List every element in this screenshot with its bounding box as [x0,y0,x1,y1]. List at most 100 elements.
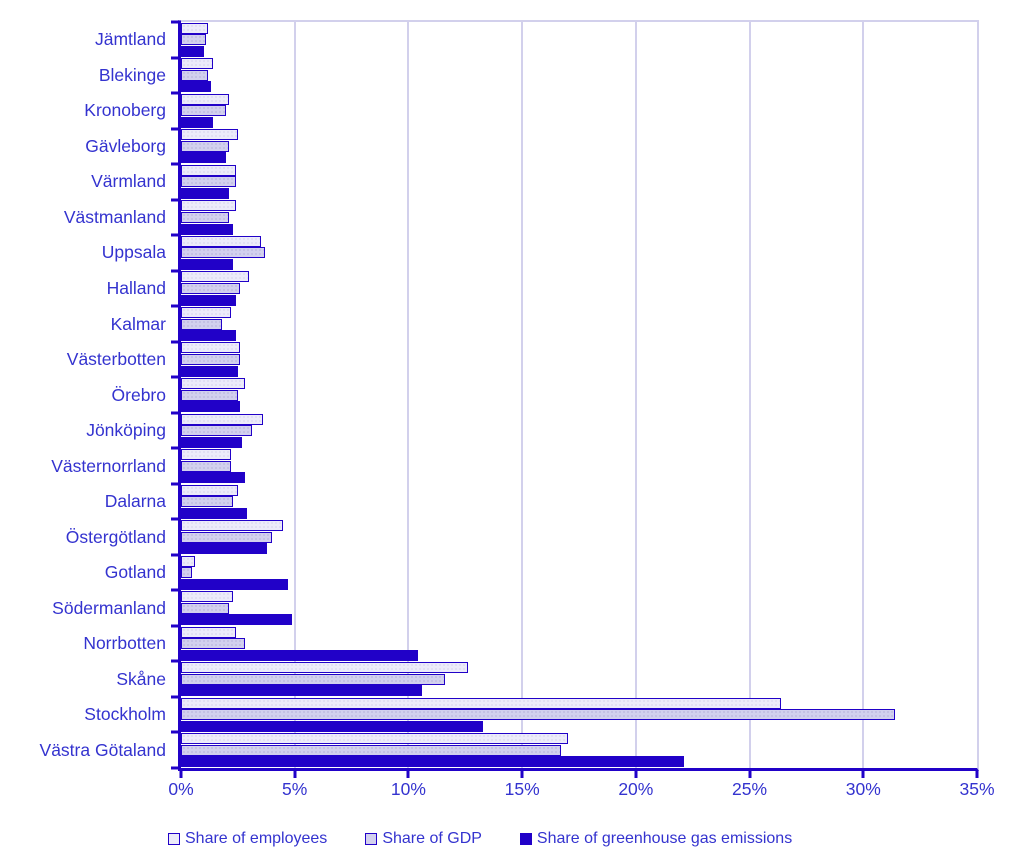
bar-emissions [181,294,236,306]
bar-gdp [181,709,896,721]
chart-row [181,129,977,165]
chart-row [181,235,977,271]
x-axis-tick [520,771,524,778]
y-axis-label: Östergötland [65,526,166,547]
y-axis-tick [171,91,181,95]
bar-employees [181,271,250,283]
bar-gdp [181,247,266,259]
y-axis-tick [171,304,181,308]
chart-row [181,306,977,342]
bar-employees [181,93,229,105]
bar-employees [181,235,261,247]
bar-employees [181,22,209,34]
x-axis-tick-label: 25% [732,779,768,799]
bar-emissions [181,436,243,448]
y-axis-label: Värmland [91,171,166,192]
y-axis-tick [171,446,181,450]
gridline [862,22,865,768]
bar-gdp [181,318,222,330]
plot-area [171,20,979,778]
y-axis-tick [171,340,181,344]
x-axis-tick [861,771,865,778]
bar-gdp [181,460,232,472]
bar-emissions [181,187,229,199]
chart-row [181,271,977,307]
y-axis-label: Jönköping [86,420,166,441]
y-axis-label: Västra Götaland [39,739,166,760]
chart-row [181,519,977,555]
bar-emissions [181,543,268,555]
bar-emissions [181,578,288,590]
y-axis-labels: Jämtland Blekinge Kronoberg Gävleborg Värmla… [0,22,166,768]
bar-emissions [181,116,213,128]
y-axis-tick [171,375,181,379]
bar-employees [181,733,568,745]
y-axis-label: Norrbotten [83,633,166,654]
x-axis-tick [179,771,183,778]
x-axis-tick [634,771,638,778]
chart-row [181,555,977,591]
y-axis-label: Västernorrland [51,455,166,476]
bar-employees [181,377,245,389]
y-axis-label: Skåne [116,668,166,689]
y-axis-label: Västerbotten [66,349,166,370]
y-axis-label: Uppsala [101,242,166,263]
y-axis-tick [171,588,181,592]
bar-gdp [181,34,207,46]
y-axis-tick [171,624,181,628]
chart-row [181,22,977,58]
x-axis-tick-label: 10% [390,779,426,799]
bar-emissions [181,614,293,626]
x-axis-tick-label: 30% [845,779,881,799]
bar-emissions [181,507,247,519]
y-axis-tick [171,553,181,557]
bar-emissions [181,685,423,697]
bar-emissions [181,259,234,271]
y-axis-tick [171,730,181,734]
bar-emissions [181,81,211,93]
emissions-swatch-icon [519,833,532,845]
bar-gdp [181,211,229,223]
y-axis-tick [171,269,181,273]
y-axis-label: Örebro [111,384,166,405]
bar-employees [181,58,213,70]
chart-row [181,342,977,378]
bar-gdp [181,69,209,81]
bar-gdp [181,638,245,650]
x-axis-tick [293,771,297,778]
bar-emissions [181,720,484,732]
chart-row [181,697,977,733]
employees-swatch-icon [168,833,180,845]
gridline [293,22,296,768]
bar-emissions [181,401,241,413]
chart-row [181,733,977,769]
bar-employees [181,484,238,496]
legend-item-employees: Share of employees [168,830,327,848]
x-axis-tick-label: 0% [168,779,194,799]
y-axis-tick [171,766,181,770]
y-axis-tick [171,659,181,663]
bar-employees [181,164,236,176]
gridline [634,22,637,768]
chart-row [181,164,977,200]
bar-emissions [181,330,236,342]
y-axis-label: Kalmar [110,313,166,334]
chart-row [181,58,977,94]
x-axis-tick-label: 5% [282,779,308,799]
y-axis-tick [171,198,181,202]
chart-row [181,377,977,413]
bar-gdp [181,105,227,117]
legend-item-gdp: Share of GDP [365,830,482,848]
y-axis-label: Västmanland [63,206,166,227]
y-axis-label: Gävleborg [85,135,166,156]
x-axis-tick-label: 20% [618,779,654,799]
bar-employees [181,697,782,709]
y-axis-label: Kronoberg [84,100,166,121]
x-axis-tick [406,771,410,778]
legend-label-gdp: Share of GDP [382,830,482,847]
bar-gdp [181,602,229,614]
gridline [407,22,410,768]
bar-gdp [181,496,234,508]
y-axis-tick [171,56,181,60]
y-axis-tick [171,127,181,131]
